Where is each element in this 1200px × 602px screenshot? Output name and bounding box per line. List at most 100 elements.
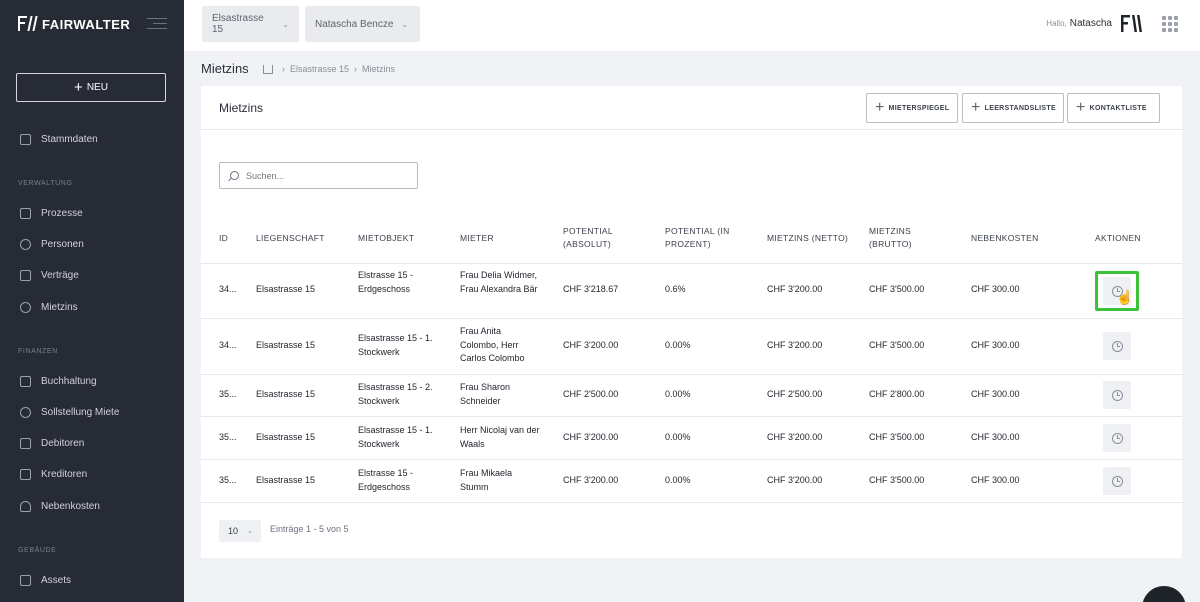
cell-id: 34...	[219, 340, 237, 350]
cell-potential-prozent: 0.00%	[665, 389, 691, 399]
chat-launcher-button[interactable]	[1142, 586, 1186, 602]
cell-mietobjekt: Elsastrasse 15 - 1. Stockwerk	[358, 425, 433, 449]
history-action-button[interactable]	[1103, 332, 1131, 360]
section-verwaltung: VERWALTUNG	[18, 180, 73, 187]
cell-id: 35...	[219, 475, 237, 485]
search-input[interactable]	[246, 170, 406, 181]
menu-collapse-icon[interactable]	[147, 18, 167, 32]
col-header-mietzins-brutto[interactable]: MIETZINS (BRUTTO)	[869, 226, 912, 249]
sidebar-item-label: Verträge	[41, 270, 79, 281]
cell-mieter: Herr Nicolaj van der Waals	[460, 425, 540, 449]
page-size-select[interactable]: 10 ⌄	[219, 520, 261, 542]
sidebar-item-nebenkosten[interactable]: Nebenkosten	[20, 501, 100, 512]
cell-mietzins-brutto: CHF 3'500.00	[869, 432, 925, 442]
col-header-id[interactable]: ID	[219, 233, 229, 243]
cell-liegenschaft: Elsastrasse 15	[256, 340, 316, 350]
hand-cursor-icon: ☝	[1116, 289, 1134, 305]
col-header-potential-absolut[interactable]: POTENTIAL (ABSOLUT)	[563, 226, 613, 249]
cell-mietzins-netto: CHF 3'200.00	[767, 340, 823, 350]
cell-potential-absolut: CHF 3'218.67	[563, 284, 619, 294]
col-header-mieter[interactable]: MIETER	[460, 233, 494, 243]
sidebar-item-stammdaten[interactable]: Stammdaten	[20, 134, 98, 145]
new-button[interactable]: + NEU	[16, 73, 166, 102]
coins-icon	[20, 407, 31, 418]
list-icon	[20, 208, 31, 219]
flame-icon	[20, 501, 31, 512]
person-select[interactable]: Natascha Bencze ⌄	[305, 6, 420, 42]
cell-mietobjekt: Elsastrasse 15 - 2. Stockwerk	[358, 382, 433, 406]
sidebar-item-sollstellung[interactable]: Sollstellung Miete	[20, 407, 119, 418]
cell-liegenschaft: Elsastrasse 15	[256, 475, 316, 485]
sidebar-item-label: Assets	[41, 575, 72, 586]
property-select-value: Elsastrasse 15	[212, 13, 264, 35]
chevron-down-icon: ⌄	[282, 19, 289, 29]
property-select[interactable]: Elsastrasse 15 ⌄	[202, 6, 299, 42]
user-name: Natascha	[1069, 18, 1112, 29]
breadcrumb-item[interactable]: Mietzins	[362, 64, 396, 74]
history-action-button[interactable]	[1103, 277, 1131, 305]
col-header-potential-prozent[interactable]: POTENTIAL (IN PROZENT)	[665, 226, 730, 249]
cell-id: 34...	[219, 284, 237, 294]
sidebar-item-label: Prozesse	[41, 208, 83, 219]
sidebar-item-vertraege[interactable]: Verträge	[20, 270, 79, 281]
home-icon[interactable]	[263, 64, 273, 74]
search-field[interactable]	[219, 162, 418, 189]
cell-liegenschaft: Elsastrasse 15	[256, 432, 316, 442]
sidebar-item-debitoren[interactable]: Debitoren	[20, 438, 84, 449]
sidebar-item-assets[interactable]: Assets	[20, 575, 71, 586]
cell-mietzins-brutto: CHF 2'800.00	[869, 389, 925, 399]
col-header-mietobjekt[interactable]: MIETOBJEKT	[358, 233, 415, 243]
clock-icon	[1111, 340, 1123, 352]
cell-nebenkosten: CHF 300.00	[971, 389, 1020, 399]
cell-mietzins-netto: CHF 2'500.00	[767, 389, 823, 399]
cell-mietzins-netto: CHF 3'200.00	[767, 475, 823, 485]
kontaktliste-button[interactable]: + KONTAKTLISTE	[1067, 93, 1160, 123]
brand-logo-icon	[1121, 15, 1142, 32]
cell-potential-prozent: 0.00%	[665, 475, 691, 485]
logo[interactable]: FAIRWALTER	[18, 16, 130, 32]
row-divider	[201, 459, 1182, 460]
chevron-down-icon: ⌄	[401, 19, 409, 29]
sidebar-item-kreditoren[interactable]: Kreditoren	[20, 469, 87, 480]
contract-icon	[20, 270, 31, 281]
plus-icon: +	[971, 99, 981, 116]
cell-id: 35...	[219, 389, 237, 399]
sidebar-item-label: Sollstellung Miete	[41, 407, 120, 418]
clock-icon	[1111, 285, 1123, 297]
cell-liegenschaft: Elsastrasse 15	[256, 284, 316, 294]
cell-mietobjekt: Elstrasse 15 - Erdgeschoss	[358, 270, 414, 294]
database-icon	[20, 134, 31, 145]
chevron-down-icon: ⌄	[247, 528, 253, 535]
sidebar-item-label: Stammdaten	[41, 134, 98, 145]
history-action-button[interactable]	[1103, 424, 1131, 452]
debit-icon	[20, 438, 31, 449]
sidebar-item-buchhaltung[interactable]: Buchhaltung	[20, 376, 97, 387]
cell-mieter: Frau Sharon Schneider	[460, 382, 511, 406]
sidebar-item-personen[interactable]: Personen	[20, 239, 84, 250]
cell-potential-absolut: CHF 2'500.00	[563, 389, 619, 399]
cell-mieter: Frau Mikaela Stumm	[460, 468, 513, 492]
cell-id: 35...	[219, 432, 237, 442]
mieterspiegel-button[interactable]: + MIETERSPIEGEL	[866, 93, 958, 123]
people-icon	[20, 239, 31, 250]
col-header-liegenschaft[interactable]: LIEGENSCHAFT	[256, 233, 325, 243]
breadcrumb-item[interactable]: Elsastrasse 15	[290, 64, 350, 74]
apps-grid-icon[interactable]	[1162, 16, 1178, 32]
section-gebaeude: GEBÄUDE	[18, 547, 57, 554]
col-header-nebenkosten[interactable]: NEBENKOSTEN	[971, 233, 1039, 243]
cell-mietobjekt: Elsastrasse 15 - 1. Stockwerk	[358, 333, 433, 357]
user-greeting[interactable]: Hallo, Natascha	[1046, 18, 1112, 29]
leerstandsliste-button[interactable]: + LEERSTANDSLISTE	[962, 93, 1064, 123]
cell-potential-prozent: 0.00%	[665, 432, 691, 442]
history-action-button[interactable]	[1103, 381, 1131, 409]
sidebar-item-label: Mietzins	[41, 302, 78, 313]
cell-potential-absolut: CHF 3'200.00	[563, 475, 619, 485]
history-action-button[interactable]	[1103, 467, 1131, 495]
col-header-mietzins-netto[interactable]: MIETZINS (NETTO)	[767, 233, 849, 243]
cell-nebenkosten: CHF 300.00	[971, 284, 1020, 294]
sidebar-item-label: Personen	[41, 239, 84, 250]
cell-mietzins-netto: CHF 3'200.00	[767, 284, 823, 294]
focus-highlight	[1095, 271, 1139, 311]
sidebar-item-mietzins[interactable]: Mietzins	[20, 302, 78, 313]
sidebar-item-prozesse[interactable]: Prozesse	[20, 208, 83, 219]
